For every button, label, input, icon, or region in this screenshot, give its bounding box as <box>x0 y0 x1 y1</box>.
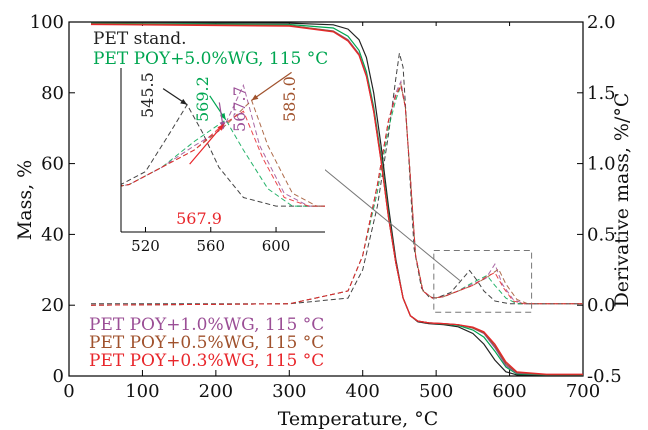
derivative-line-4 <box>90 84 583 306</box>
y-left-tick-label: 20 <box>41 295 64 316</box>
plot-frame <box>68 21 584 377</box>
y-right-axis-label: Derivative mass, %/°C <box>611 93 633 308</box>
legend-bottom-entry: PET POY+0.3%WG, 115 °C <box>89 351 324 371</box>
inset-x-tick-label: 560 <box>196 237 225 255</box>
x-tick-label: 300 <box>272 381 306 402</box>
x-tick-label: 500 <box>419 381 453 402</box>
peak-label-3: 585.0 <box>280 76 299 122</box>
derivative-line-0 <box>91 53 583 305</box>
inset-derivative-line-4 <box>121 110 325 207</box>
x-tick-label: 100 <box>125 381 159 402</box>
y-left-tick-label: 40 <box>41 224 64 245</box>
legend: PET stand.PET POY+5.0%WG, 115 °C PET POY+… <box>89 29 328 371</box>
y-left-tick-label: 60 <box>41 154 64 175</box>
inset-derivative-line-3 <box>121 99 325 207</box>
inset-derivative-line-2 <box>121 83 325 207</box>
y-right-tick-label: 2.0 <box>587 12 616 33</box>
zoom-region-box <box>433 249 533 313</box>
y-right-tick-label: 0.0 <box>587 295 616 316</box>
legend-bottom-entry: PET POY+0.5%WG, 115 °C <box>89 333 324 353</box>
axis-labels: Temperature, °C Mass, % Derivative mass,… <box>14 93 633 430</box>
y-right-tick-label: 1.5 <box>587 83 616 104</box>
annotation-arrowhead-1 <box>219 112 226 120</box>
inset-plot: 520 560 600 545.5 569.2 567.7 585.0 567.9 <box>120 68 325 255</box>
x-tick-label: 200 <box>199 381 233 402</box>
y-left-tick-label: 0 <box>53 366 64 387</box>
y-left-tick-label: 100 <box>30 12 64 33</box>
peak-label-2: 567.7 <box>230 86 249 132</box>
y-left-tick-label: 80 <box>41 83 64 104</box>
peak-label-4: 567.9 <box>176 209 222 228</box>
annotation-arrow-4 <box>189 123 225 165</box>
inset-lines <box>121 83 325 207</box>
peak-label-0: 545.5 <box>138 72 157 118</box>
peak-label-1: 569.2 <box>193 76 212 122</box>
x-tick-label: 700 <box>566 381 600 402</box>
inset-x-tick-label: 520 <box>131 237 160 255</box>
y-left-axis-label: Mass, % <box>14 160 36 240</box>
annotation-arrowhead-3 <box>251 94 259 101</box>
x-tick-label: 0 <box>63 381 74 402</box>
x-tick-label: 600 <box>492 381 526 402</box>
legend-top-entry: PET stand. <box>93 29 187 49</box>
mass-line-4 <box>90 23 583 375</box>
legend-top-entry: PET POY+5.0%WG, 115 °C <box>93 49 328 69</box>
annotation-arrowhead-4 <box>217 124 224 131</box>
y-right-tick-label: 1.0 <box>587 154 616 175</box>
inset-x-tick-label: 600 <box>262 237 291 255</box>
main-plot: 0 100 200 300 400 500 600 700 0 20 40 60 80 100 -0.5 0.… <box>30 12 622 402</box>
zoom-connector-line <box>317 163 461 281</box>
y-right-tick-label: -0.5 <box>587 366 622 387</box>
x-tick-label: 400 <box>346 381 380 402</box>
y-right-tick-label: 0.5 <box>587 224 616 245</box>
x-axis-label: Temperature, °C <box>278 408 439 430</box>
legend-bottom-entry: PET POY+1.0%WG, 115 °C <box>89 315 324 335</box>
annotation-arrow-3 <box>251 71 292 101</box>
annotation-arrowhead-0 <box>180 98 188 105</box>
